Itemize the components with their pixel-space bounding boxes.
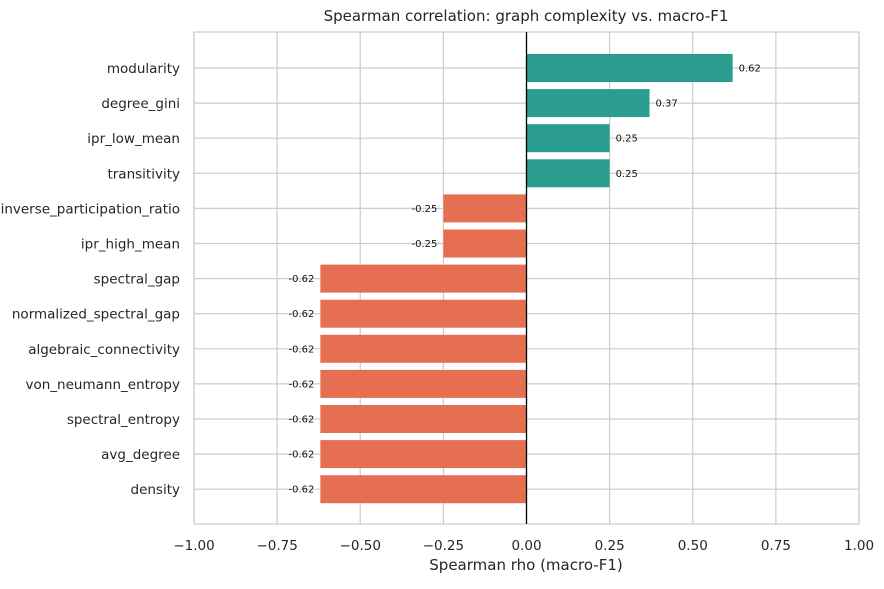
- x-tick-label: 0.25: [595, 538, 625, 554]
- x-tick-label: −0.25: [423, 538, 464, 554]
- bar-density: [320, 475, 527, 504]
- x-axis-label: Spearman rho (macro-F1): [429, 556, 622, 574]
- category-label: algebraic_connectivity: [28, 342, 180, 358]
- value-label: -0.62: [288, 379, 314, 390]
- x-tick-label: 0.75: [761, 538, 791, 554]
- value-label: -0.62: [288, 485, 314, 496]
- category-label: spectral_entropy: [67, 412, 180, 428]
- value-labels: 0.62 0.37 0.25 0.25 -0.25 -0.25 -0.62 -0.62 -0.6…: [288, 64, 760, 496]
- bar-modularity: [526, 54, 733, 82]
- x-tick-label: −0.50: [340, 538, 381, 554]
- bar-transitivity: [526, 159, 610, 188]
- category-label: ipr_high_mean: [81, 237, 180, 253]
- bar-algebraic-connectivity: [320, 334, 527, 363]
- category-label: normalized_spectral_gap: [12, 307, 180, 323]
- category-label: inverse_participation_ratio: [1, 201, 180, 217]
- bar-inverse-participation-ratio: [443, 194, 527, 223]
- value-label: -0.25: [412, 239, 438, 250]
- category-label: von_neumann_entropy: [26, 377, 181, 393]
- bar-avg-degree: [320, 440, 527, 469]
- bar-ipr-low-mean: [526, 124, 610, 153]
- bar-von-neumann-entropy: [320, 369, 527, 398]
- category-label: density: [131, 482, 181, 498]
- chart-title: Spearman correlation: graph complexity v…: [324, 7, 729, 25]
- value-label: 0.25: [616, 169, 638, 180]
- value-label: -0.25: [412, 204, 438, 215]
- bars: [320, 32, 733, 524]
- value-label: -0.62: [288, 344, 314, 355]
- category-label: ipr_low_mean: [87, 131, 180, 147]
- x-tick-label: −1.00: [173, 538, 214, 554]
- bar-ipr-high-mean: [443, 229, 527, 258]
- x-tick-label: 0.00: [511, 538, 541, 554]
- category-label: spectral_gap: [94, 272, 180, 288]
- bar-degree-gini: [526, 89, 650, 118]
- category-label: avg_degree: [101, 447, 180, 463]
- x-tick-label: −0.75: [256, 538, 297, 554]
- value-label: 0.37: [656, 99, 678, 110]
- x-tick-labels: −1.00 −0.75 −0.50 −0.25 0.00 0.25 0.50 0.75 1.00: [173, 538, 874, 554]
- category-label: transitivity: [107, 166, 180, 182]
- value-label: 0.62: [739, 64, 761, 75]
- bar-spectral-entropy: [320, 405, 527, 433]
- category-label: modularity: [107, 61, 180, 77]
- category-label: degree_gini: [101, 96, 180, 112]
- bar-normalized-spectral-gap: [320, 299, 527, 328]
- value-label: -0.62: [288, 450, 314, 461]
- x-tick-label: 0.50: [678, 538, 708, 554]
- bar-spectral-gap: [320, 264, 527, 293]
- value-label: 0.25: [616, 134, 638, 145]
- category-labels: modularity degree_gini ipr_low_meantransit…: [1, 61, 180, 498]
- value-label: -0.62: [288, 309, 314, 320]
- value-label: -0.62: [288, 274, 314, 285]
- x-tick-label: 1.00: [844, 538, 874, 554]
- value-label: -0.62: [288, 415, 314, 426]
